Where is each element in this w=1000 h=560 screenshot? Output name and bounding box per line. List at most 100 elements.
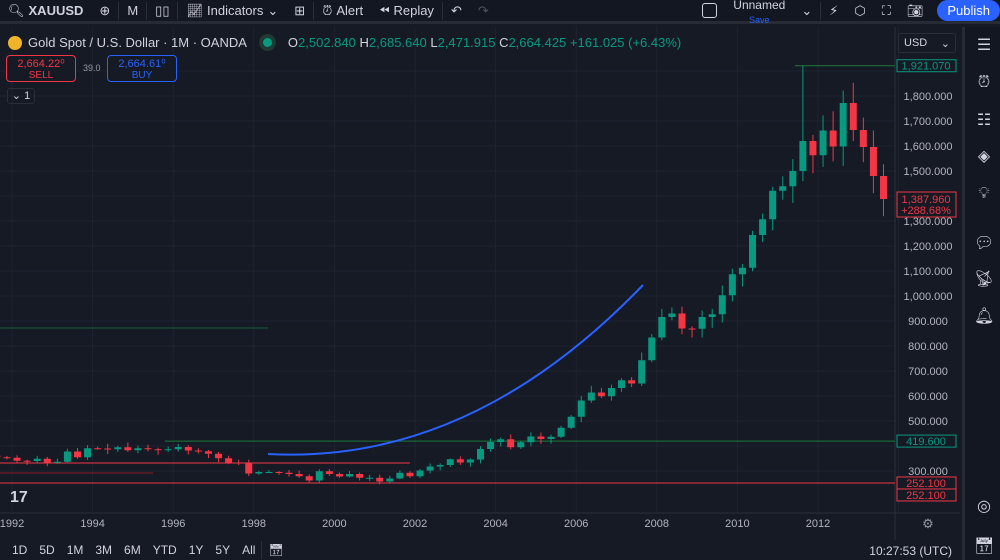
time-tick: 1994: [80, 518, 104, 530]
plus-circle-icon: ⊕: [99, 2, 111, 18]
candle: [33, 455, 41, 464]
candle: [638, 352, 646, 387]
candle-body: [618, 380, 626, 388]
top-toolbar: 🔍︎ XAUUSD ⊕ M ▯▯ 📈︎ Indicators ⌄ ⊞ ⏰︎ Alert …: [0, 0, 1000, 25]
candle-body: [164, 449, 172, 451]
quick-search-button[interactable]: ⚡︎: [821, 0, 846, 21]
grid-icon: ⊞: [294, 2, 306, 18]
candle-body: [124, 447, 132, 451]
layers-icon[interactable]: ◈: [977, 148, 991, 165]
candle: [63, 448, 71, 464]
gold-logo-icon: [8, 35, 22, 50]
candle-body: [305, 476, 313, 481]
price-tick: 900.000: [908, 316, 948, 328]
candle-body: [547, 436, 555, 439]
candle-body: [134, 448, 142, 451]
layouts-button[interactable]: ⊞: [286, 0, 313, 21]
goto-date-icon[interactable]: 📅︎: [268, 543, 284, 557]
redo-button[interactable]: ↷: [470, 0, 497, 21]
symbol-title: Gold Spot / U.S. Dollar · 1M · OANDA: [28, 35, 247, 50]
currency-select[interactable]: USD ⌄: [898, 33, 956, 53]
symbol-search[interactable]: 🔍︎ XAUUSD: [8, 2, 84, 19]
sell-button[interactable]: 2,664.22⁰ SELL: [6, 55, 76, 82]
candle-body: [688, 328, 696, 330]
candle: [547, 434, 555, 444]
candle-body: [769, 190, 777, 220]
layout-menu[interactable]: ⌄: [793, 0, 820, 21]
candle-body: [557, 427, 565, 437]
range-all[interactable]: All: [242, 543, 256, 557]
range-5y[interactable]: 5Y: [215, 543, 231, 557]
price-chart[interactable]: 1,800.000 1,700.000 1,600.000 1,500.000 1,30…: [0, 27, 960, 540]
candle: [517, 441, 525, 449]
time-tick: 2004: [483, 518, 507, 530]
time-tick: 1998: [242, 518, 266, 530]
candle-body: [628, 380, 636, 384]
chevron-down-icon: ⌄: [267, 2, 279, 18]
candle: [255, 470, 263, 475]
compare-button[interactable]: ⊕: [91, 0, 118, 21]
candle-body: [245, 463, 253, 474]
candle: [839, 90, 847, 166]
price-level-label: [896, 434, 957, 448]
price-level-text: 419.600: [906, 436, 946, 448]
candle: [456, 456, 464, 465]
settings-button[interactable]: ⬡: [846, 0, 873, 21]
candle: [396, 470, 404, 480]
chat-icon[interactable]: 💬︎: [974, 235, 995, 252]
price-tick: 1,100.000: [904, 266, 953, 278]
range-1y[interactable]: 1Y: [188, 543, 204, 557]
candle: [194, 448, 202, 454]
candle: [698, 310, 706, 338]
replay-button[interactable]: ⏪︎ Replay: [379, 2, 434, 19]
radar-icon[interactable]: ◎: [977, 498, 991, 515]
candle: [869, 130, 877, 194]
alarm-clock-icon[interactable]: ⏰︎: [977, 74, 991, 91]
candle-body: [325, 471, 333, 474]
last-price: 1,387.960: [902, 194, 951, 206]
axis-settings-icon[interactable]: ⚙: [922, 516, 934, 531]
layout-name[interactable]: Unnamed Save: [733, 0, 786, 25]
publish-button[interactable]: Publish: [937, 0, 1000, 21]
ideas-stream-icon[interactable]: 📡︎: [974, 271, 995, 288]
collapse-indicators-button[interactable]: ⌄ 1: [7, 88, 35, 104]
undo-button[interactable]: ↶: [443, 0, 470, 21]
candle-body: [426, 466, 434, 471]
candle-body: [194, 450, 202, 452]
calendar-icon[interactable]: 📅︎: [974, 538, 995, 555]
range-1d[interactable]: 1D: [12, 543, 28, 557]
tradingview-logo: 17: [10, 489, 28, 506]
candle-body: [406, 472, 414, 477]
candle: [537, 432, 545, 444]
layout-checkbox[interactable]: [694, 0, 725, 21]
save-link[interactable]: Save: [749, 15, 770, 25]
interval-button[interactable]: M: [127, 3, 139, 18]
price-tick: 1,200.000: [904, 241, 953, 253]
candle: [13, 455, 21, 464]
range-5d[interactable]: 5D: [39, 543, 55, 557]
candle-body: [114, 447, 122, 450]
buy-button[interactable]: 2,664.61⁰ BUY: [107, 55, 177, 82]
candle: [53, 458, 61, 464]
fullscreen-button[interactable]: ⛶: [874, 0, 899, 21]
indicators-button[interactable]: 📈︎ Indicators ⌄: [186, 2, 279, 19]
candle-body: [63, 451, 71, 462]
bell-icon[interactable]: 🔔︎: [974, 308, 995, 325]
candle-body: [73, 451, 81, 458]
add-list-icon[interactable]: ☷: [976, 112, 992, 129]
lightbulb-icon[interactable]: 💡︎: [978, 185, 990, 202]
time-tick: 1996: [161, 518, 185, 530]
alert-button[interactable]: ⏰︎ Alert: [322, 2, 364, 19]
candle-body: [436, 465, 444, 467]
candle: [749, 230, 757, 272]
clock: 10:27:53 (UTC): [869, 544, 952, 558]
range-ytd[interactable]: YTD: [152, 543, 177, 557]
candle: [154, 447, 162, 455]
snapshot-button[interactable]: 📷︎: [899, 0, 932, 21]
watchlist-icon[interactable]: ☰: [976, 37, 992, 54]
market-open-indicator: [262, 38, 272, 47]
range-6m[interactable]: 6M: [124, 543, 141, 557]
range-3m[interactable]: 3M: [95, 543, 113, 557]
range-1m[interactable]: 1M: [66, 543, 84, 557]
chart-type-button[interactable]: ▯▯: [147, 0, 177, 21]
